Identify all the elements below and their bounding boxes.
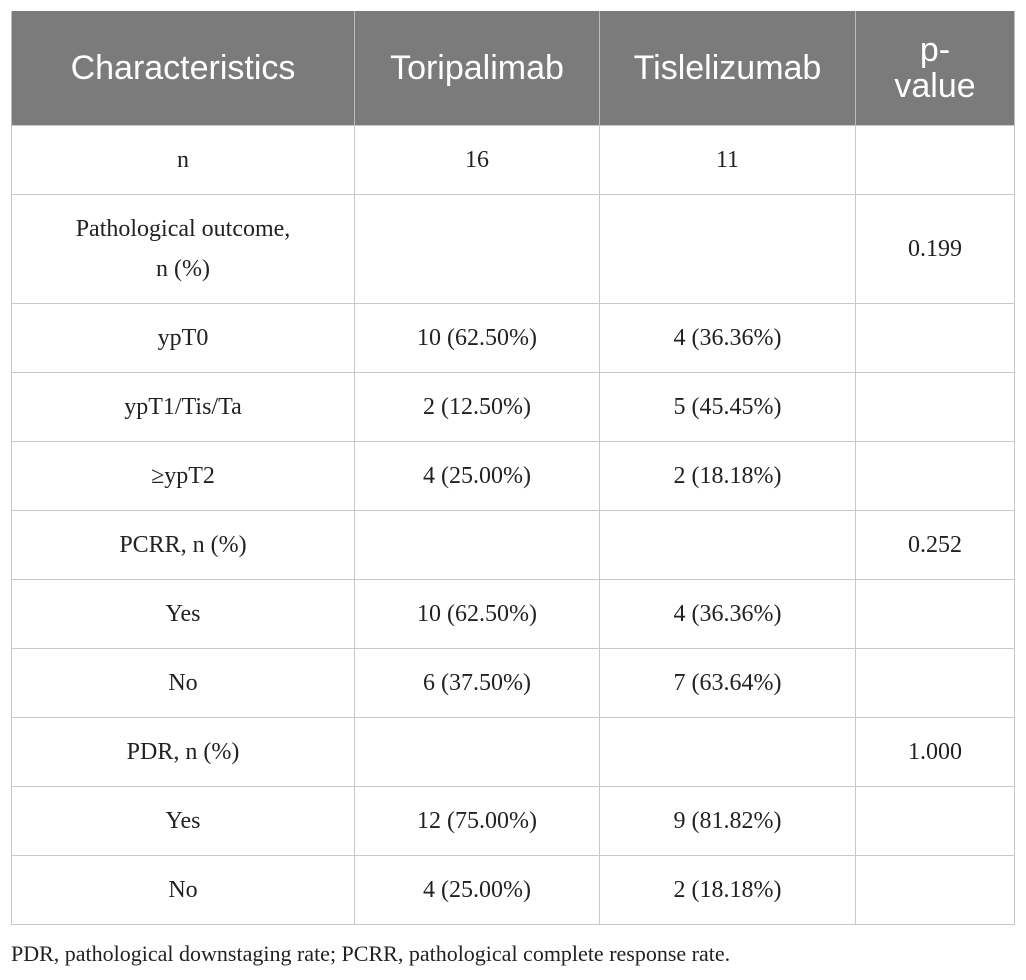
tislelizumab-cell: 5 (45.45%) [599,372,856,442]
row-label: No [11,648,355,718]
table-row: PDR, n (%) 1.000 [11,717,1015,787]
toripalimab-cell [354,717,600,787]
tislelizumab-cell [599,510,856,580]
toripalimab-cell: 10 (62.50%) [354,579,600,649]
table-row: ypT1/Tis/Ta 2 (12.50%) 5 (45.45%) [11,372,1015,442]
p-value-cell: 0.199 [855,194,1015,304]
row-label: Yes [11,786,355,856]
p-value-cell: 1.000 [855,717,1015,787]
row-label: Pathological outcome, n (%) [11,194,355,304]
toripalimab-cell [354,510,600,580]
table-row: Yes 12 (75.00%) 9 (81.82%) [11,786,1015,856]
tislelizumab-cell: 2 (18.18%) [599,441,856,511]
row-label: n [11,125,355,195]
table-row: No 6 (37.50%) 7 (63.64%) [11,648,1015,718]
header-tislelizumab: Tislelizumab [599,11,856,126]
table-row: ≥ypT2 4 (25.00%) 2 (18.18%) [11,441,1015,511]
toripalimab-cell: 6 (37.50%) [354,648,600,718]
header-characteristics: Characteristics [11,11,355,126]
tislelizumab-cell: 4 (36.36%) [599,303,856,373]
p-value-cell [855,125,1015,195]
p-value-cell: 0.252 [855,510,1015,580]
toripalimab-cell: 2 (12.50%) [354,372,600,442]
header-toripalimab: Toripalimab [354,11,600,126]
table-row: PCRR, n (%) 0.252 [11,510,1015,580]
toripalimab-cell: 12 (75.00%) [354,786,600,856]
table-footnote: PDR, pathological downstaging rate; PCRR… [11,941,731,966]
p-value-cell [855,579,1015,649]
p-value-cell [855,303,1015,373]
p-value-cell [855,441,1015,511]
row-label: PCRR, n (%) [11,510,355,580]
tislelizumab-cell: 2 (18.18%) [599,855,856,925]
tislelizumab-cell: 9 (81.82%) [599,786,856,856]
toripalimab-cell: 10 (62.50%) [354,303,600,373]
tislelizumab-cell: 11 [599,125,856,195]
tislelizumab-cell: 7 (63.64%) [599,648,856,718]
row-label: ≥ypT2 [11,441,355,511]
header-p-value: p-value [855,11,1015,126]
tislelizumab-cell: 4 (36.36%) [599,579,856,649]
tislelizumab-cell [599,194,856,304]
table-row: n 16 11 [11,125,1015,195]
row-label: Yes [11,579,355,649]
table-row: Yes 10 (62.50%) 4 (36.36%) [11,579,1015,649]
row-label: ypT0 [11,303,355,373]
p-value-cell [855,648,1015,718]
p-value-cell [855,855,1015,925]
toripalimab-cell: 16 [354,125,600,195]
table-row: Pathological outcome, n (%) 0.199 [11,194,1015,304]
table-row: No 4 (25.00%) 2 (18.18%) [11,855,1015,925]
row-label: PDR, n (%) [11,717,355,787]
header-row: Characteristics Toripalimab Tislelizumab… [11,11,1015,126]
row-label: ypT1/Tis/Ta [11,372,355,442]
toripalimab-cell: 4 (25.00%) [354,855,600,925]
tislelizumab-cell [599,717,856,787]
toripalimab-cell: 4 (25.00%) [354,441,600,511]
results-table: Characteristics Toripalimab Tislelizumab… [11,11,1015,925]
row-label: No [11,855,355,925]
p-value-cell [855,786,1015,856]
p-value-cell [855,372,1015,442]
table-row: ypT0 10 (62.50%) 4 (36.36%) [11,303,1015,373]
toripalimab-cell [354,194,600,304]
